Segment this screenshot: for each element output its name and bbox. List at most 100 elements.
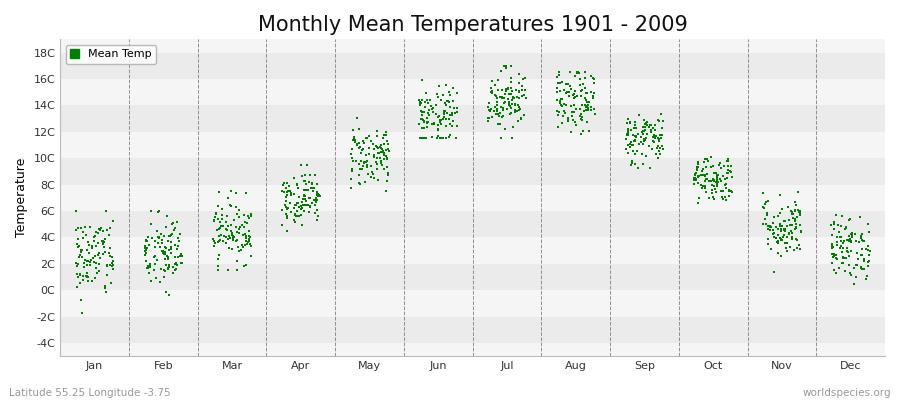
Point — [580, 99, 595, 106]
Point — [829, 252, 843, 258]
Point — [74, 248, 88, 255]
Point — [518, 75, 532, 81]
Point — [505, 135, 519, 142]
Point — [724, 163, 739, 170]
Point — [494, 68, 508, 74]
Point — [302, 209, 317, 215]
Point — [578, 102, 592, 108]
Point — [561, 115, 575, 121]
Point — [691, 174, 706, 180]
Point — [356, 159, 371, 165]
Point — [561, 80, 575, 87]
Point — [842, 233, 856, 240]
Point — [771, 212, 786, 219]
Point — [760, 226, 775, 232]
Point — [788, 218, 802, 224]
Point — [244, 243, 258, 249]
Point — [212, 189, 226, 195]
Point — [504, 75, 518, 81]
Point — [297, 193, 311, 200]
Point — [711, 172, 725, 178]
Point — [498, 126, 512, 132]
Point — [91, 260, 105, 267]
Point — [167, 242, 182, 248]
Point — [758, 215, 772, 222]
Point — [485, 88, 500, 94]
Point — [105, 218, 120, 224]
Point — [434, 116, 448, 123]
Point — [767, 234, 781, 240]
Point — [771, 226, 786, 232]
Point — [635, 130, 650, 137]
Point — [433, 118, 447, 125]
Point — [88, 252, 103, 259]
Point — [763, 223, 778, 230]
Point — [242, 236, 256, 243]
Point — [299, 186, 313, 193]
Point — [825, 244, 840, 251]
Point — [280, 192, 294, 198]
Point — [843, 216, 858, 222]
Point — [830, 239, 844, 245]
Point — [72, 254, 86, 260]
Point — [279, 211, 293, 217]
Point — [450, 123, 464, 130]
Point — [825, 250, 840, 257]
Point — [237, 224, 251, 230]
Point — [226, 233, 240, 240]
Point — [830, 242, 844, 248]
Point — [355, 146, 369, 153]
Point — [639, 152, 653, 159]
Point — [626, 132, 640, 138]
Point — [80, 274, 94, 281]
Bar — [60, 79, 885, 105]
Point — [212, 219, 227, 225]
Point — [299, 198, 313, 204]
Point — [581, 99, 596, 106]
Point — [853, 213, 868, 220]
Point — [299, 181, 313, 187]
Point — [550, 96, 564, 103]
Point — [165, 231, 179, 237]
Point — [344, 176, 358, 182]
Point — [82, 224, 96, 231]
Point — [690, 173, 705, 179]
Point — [415, 96, 429, 103]
Point — [356, 166, 370, 172]
Point — [843, 272, 858, 278]
Point — [587, 105, 601, 112]
Point — [575, 102, 590, 108]
Point — [513, 106, 527, 112]
Point — [552, 72, 566, 78]
Point — [508, 102, 522, 108]
Point — [441, 98, 455, 105]
Point — [430, 133, 445, 140]
Point — [579, 90, 593, 96]
Point — [98, 284, 112, 291]
Point — [380, 178, 394, 185]
Point — [654, 125, 669, 131]
Point — [485, 78, 500, 84]
Point — [362, 145, 376, 151]
Point — [233, 224, 248, 230]
Point — [310, 190, 324, 196]
Point — [721, 163, 735, 170]
Point — [859, 276, 873, 282]
Point — [710, 174, 724, 180]
Point — [158, 244, 173, 250]
Point — [764, 224, 778, 230]
Point — [98, 235, 112, 242]
Point — [207, 214, 221, 220]
Point — [511, 118, 526, 125]
Point — [838, 255, 852, 261]
Point — [419, 135, 434, 142]
Point — [840, 244, 854, 251]
Point — [419, 114, 434, 121]
Point — [415, 112, 429, 118]
Point — [278, 202, 293, 208]
Point — [702, 178, 716, 185]
Point — [842, 237, 857, 244]
Point — [370, 160, 384, 167]
Point — [700, 170, 715, 177]
Point — [706, 178, 721, 184]
